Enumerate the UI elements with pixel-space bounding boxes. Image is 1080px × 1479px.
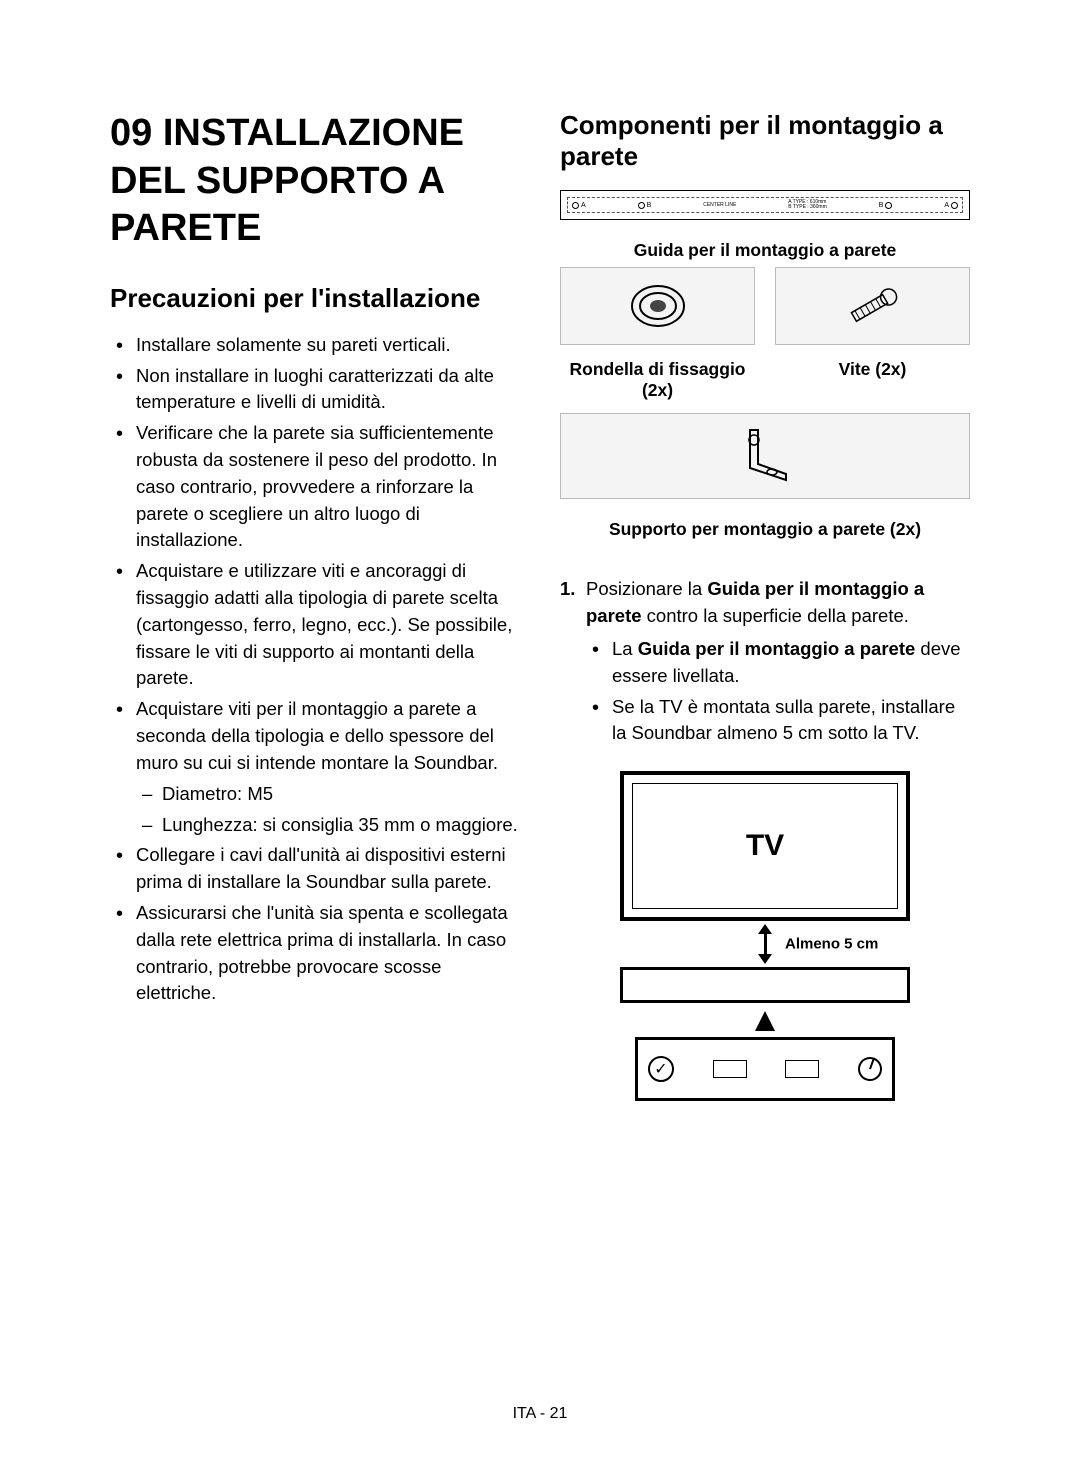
list-item: La Guida per il montaggio a parete deve … (612, 636, 970, 690)
list-item: Collegare i cavi dall'unità ai dispositi… (136, 842, 520, 896)
precautions-heading: Precauzioni per l'installazione (110, 283, 520, 314)
guide-center-label: CENTER LINE (703, 202, 736, 208)
list-item: Diametro: M5 (162, 781, 520, 808)
section-title-text: INSTALLAZIONE DEL SUPPORTO A PARETE (110, 112, 464, 249)
section-number: 09 (110, 112, 152, 154)
washer-figure: Rondella di fissaggio (2x) (560, 267, 755, 407)
wall-guide-figure: A B CENTER LINE A TYPE : 610mm B TYPE : … (560, 190, 970, 220)
list-item: Lunghezza: si consiglia 35 mm o maggiore… (162, 812, 520, 839)
precautions-list: Installare solamente su pareti verticali… (110, 332, 520, 1008)
step-text-pre: Posizionare la (586, 578, 707, 599)
screw-icon (775, 267, 970, 345)
step-1-subbullets: La Guida per il montaggio a parete deve … (586, 636, 970, 747)
guide-caption: Guida per il montaggio a parete (560, 240, 970, 261)
two-column-layout: 09 INSTALLAZIONE DEL SUPPORTO A PARETE P… (110, 110, 970, 1101)
soundbar-box (620, 967, 910, 1003)
bracket-caption: Supporto per montaggio a parete (2x) (560, 519, 970, 540)
bracket-row: Supporto per montaggio a parete (2x) (560, 413, 970, 540)
list-item: Verificare che la parete sia sufficiente… (136, 420, 520, 554)
list-item: Acquistare e utilizzare viti e ancoraggi… (136, 558, 520, 692)
step-1: 1. Posizionare la Guida per il montaggio… (586, 576, 970, 747)
step-number: 1. (560, 576, 575, 603)
page-number: ITA - 21 (0, 1405, 1080, 1423)
components-heading: Componenti per il montaggio a parete (560, 110, 970, 172)
list-item: Se la TV è montata sulla parete, install… (612, 694, 970, 748)
section-heading: 09 INSTALLAZIONE DEL SUPPORTO A PARETE (110, 110, 520, 253)
screw-caption: Vite (2x) (839, 359, 907, 380)
sub-text-pre: La (612, 638, 638, 659)
left-column: 09 INSTALLAZIONE DEL SUPPORTO A PARETE P… (110, 110, 520, 1101)
guide-label-a: A (581, 202, 586, 209)
tv-box: TV (620, 771, 910, 921)
list-item: Acquistare viti per il montaggio a paret… (136, 696, 520, 838)
double-arrow-icon (758, 924, 772, 964)
washer-screw-row: Rondella di fissaggio (2x) Vite (2x) (560, 267, 970, 407)
port-icon (785, 1060, 819, 1078)
clearance-gap: Almeno 5 cm (620, 921, 910, 967)
washer-icon (560, 267, 755, 345)
guide-label-b: B (647, 202, 652, 209)
tv-clearance-diagram: TV Almeno 5 cm ✓ (560, 771, 970, 1101)
tv-label: TV (746, 829, 784, 863)
step-text-post: contro la superficie della parete. (642, 605, 909, 626)
guide-label-a2: A (944, 202, 949, 209)
check-icon: ✓ (648, 1056, 674, 1082)
list-item: Non installare in luoghi caratterizzati … (136, 363, 520, 417)
guide-label-b2: B (879, 202, 884, 209)
screw-figure: Vite (2x) (775, 267, 970, 407)
list-item: Installare solamente su pareti verticali… (136, 332, 520, 359)
screw-specs-list: Diametro: M5 Lunghezza: si consiglia 35 … (136, 781, 520, 839)
soundbar-top-view: ✓ (635, 1037, 895, 1101)
power-icon (855, 1054, 886, 1085)
center-triangle-icon (755, 1011, 775, 1031)
clearance-label: Almeno 5 cm (785, 936, 878, 953)
sub-text-bold: Guida per il montaggio a parete (638, 638, 916, 659)
bracket-icon (560, 413, 970, 499)
port-icon (713, 1060, 747, 1078)
washer-caption: Rondella di fissaggio (2x) (560, 359, 755, 401)
right-column: Componenti per il montaggio a parete A B… (560, 110, 970, 1101)
list-item-text: Acquistare viti per il montaggio a paret… (136, 698, 498, 773)
list-item: Assicurarsi che l'unità sia spenta e sco… (136, 900, 520, 1007)
guide-type-label: A TYPE : 610mm B TYPE : 360mm (788, 200, 827, 210)
install-steps: 1. Posizionare la Guida per il montaggio… (560, 576, 970, 747)
